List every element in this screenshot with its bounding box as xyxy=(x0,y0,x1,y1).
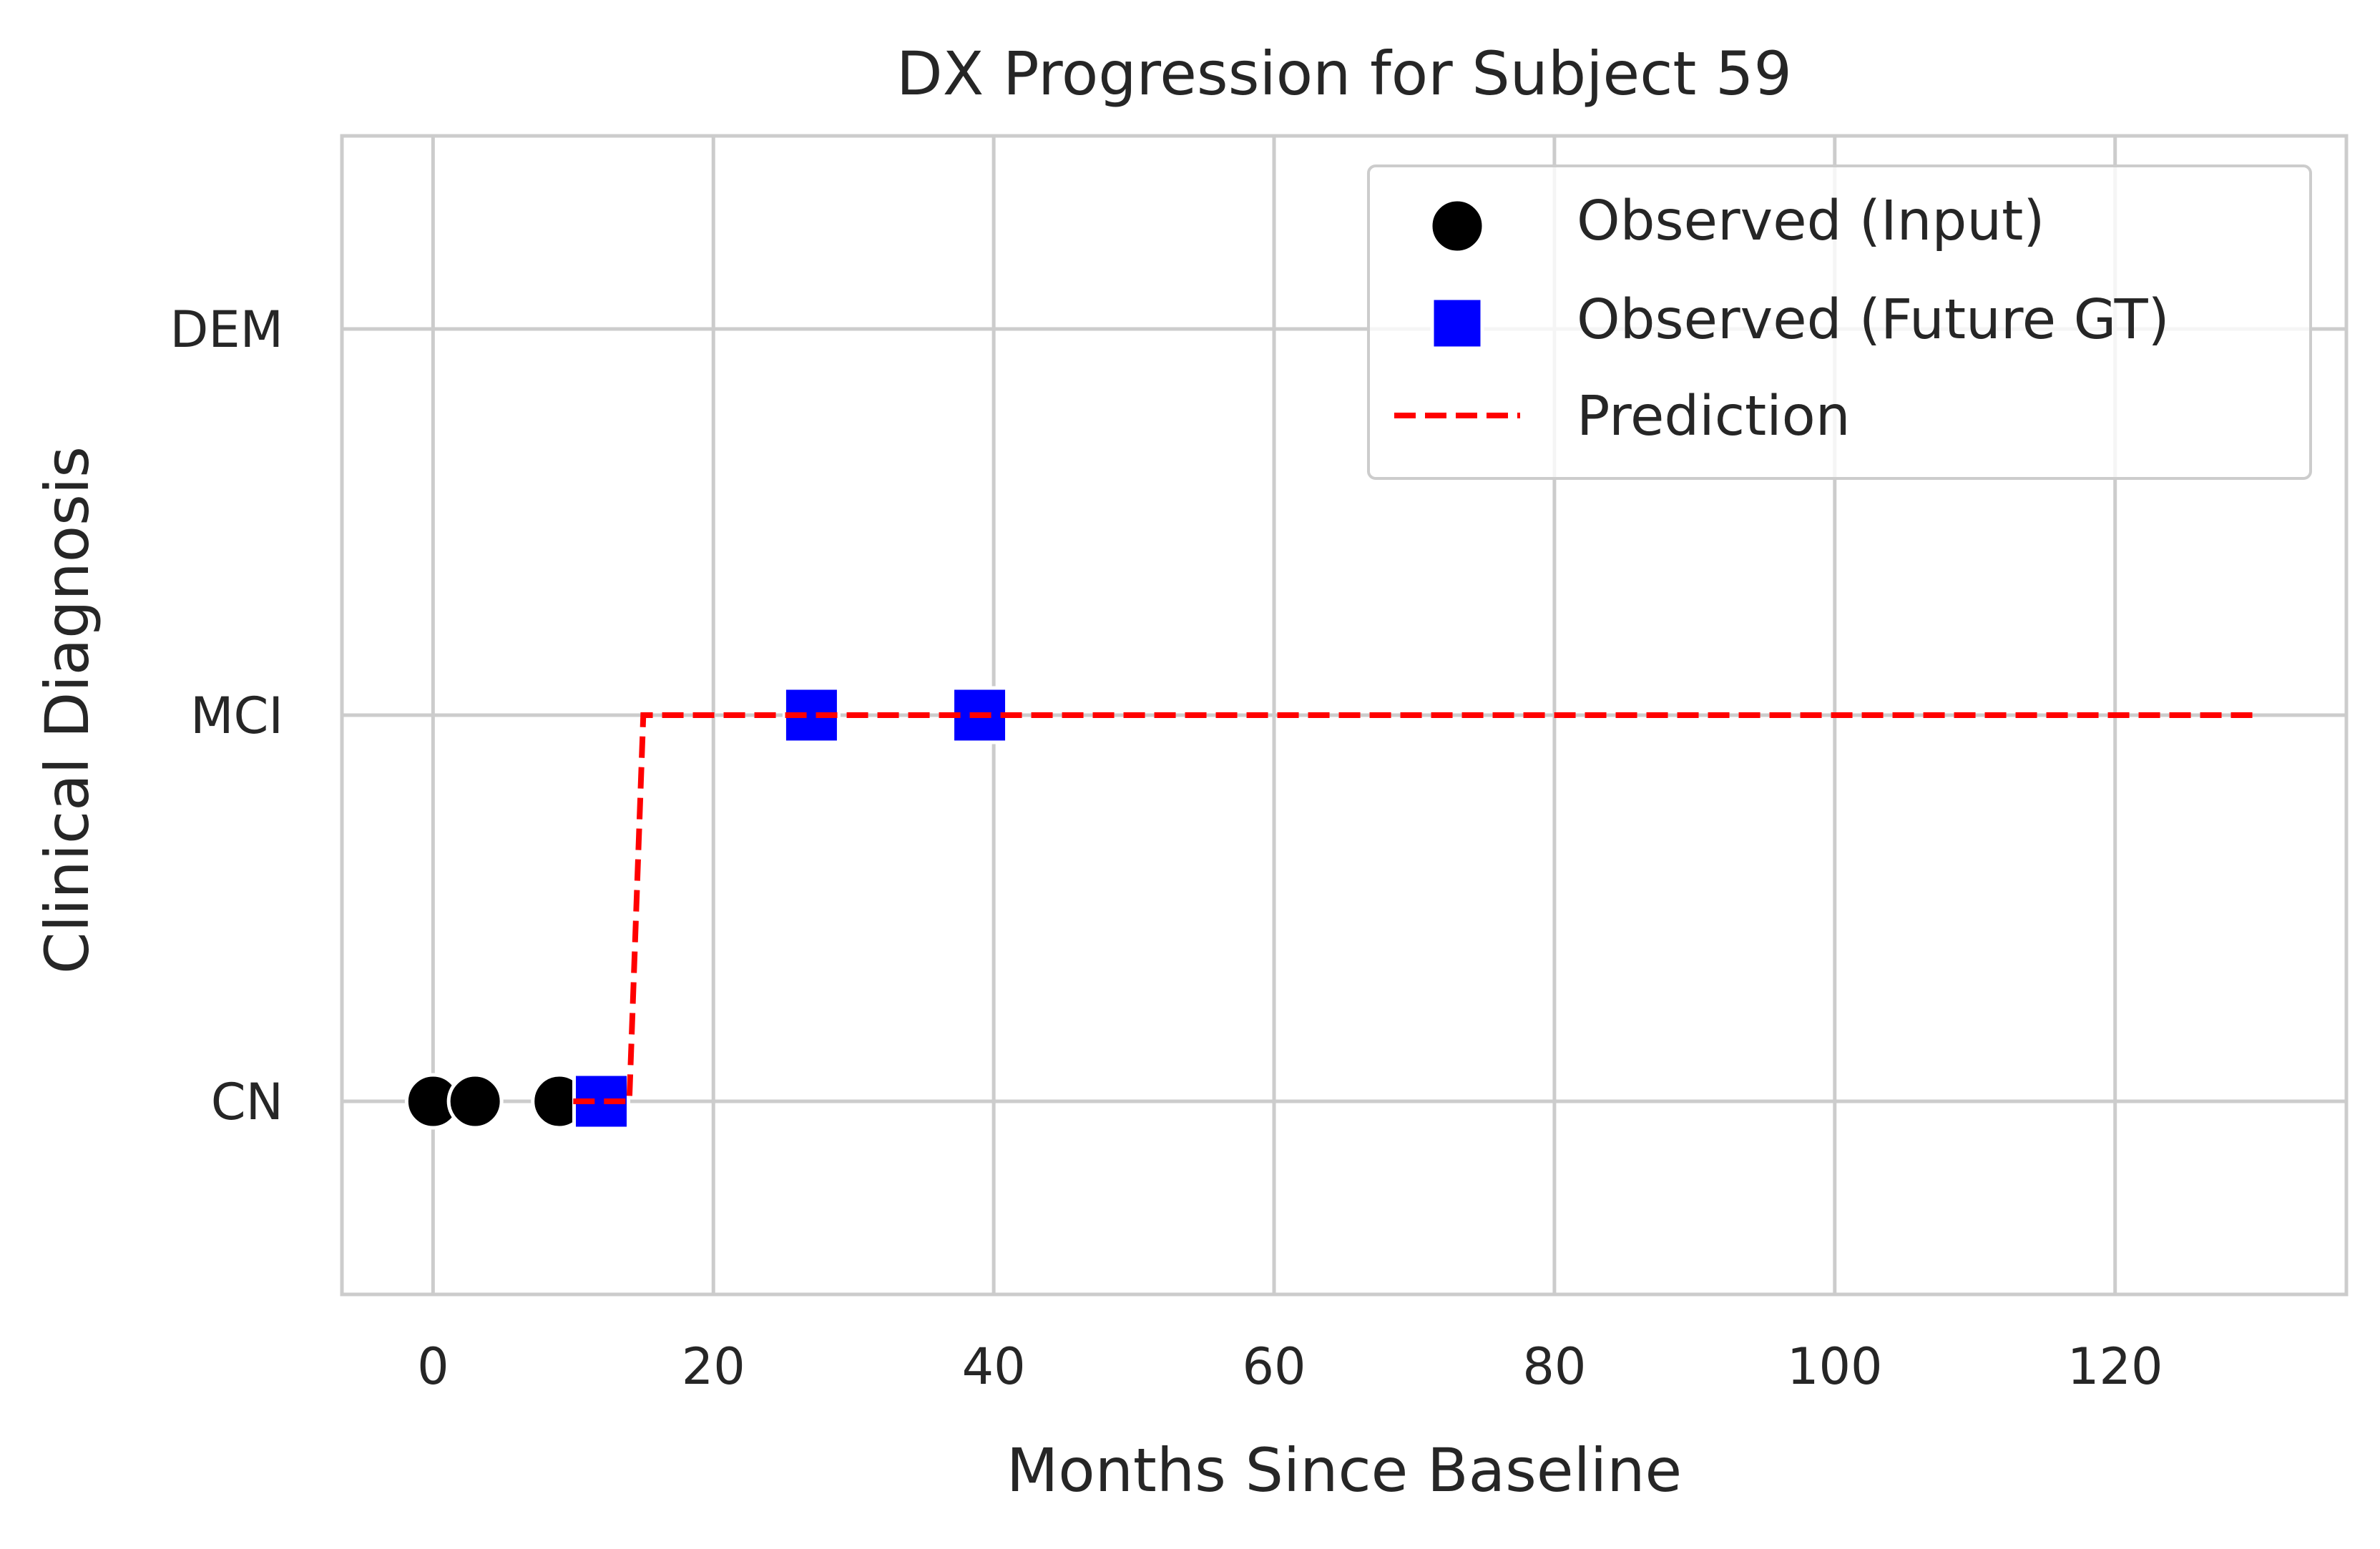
legend-label-observed-input: Observed (Input) xyxy=(1577,190,2044,253)
legend-label-prediction: Prediction xyxy=(1577,385,1851,448)
x-tick-label: 100 xyxy=(1787,1337,1883,1396)
plot-frame xyxy=(340,134,2349,1297)
legend-circle-marker xyxy=(1429,197,1486,255)
x-tick-label: 20 xyxy=(682,1337,745,1396)
legend-label-observed-future-gt: Observed (Future GT) xyxy=(1577,288,2170,352)
chart-title: DX Progression for Subject 59 xyxy=(896,39,1792,109)
y-tick-label: DEM xyxy=(170,300,283,359)
legend-square-marker xyxy=(1430,296,1484,350)
legend: Observed (Input) Observed (Future GT) Pr… xyxy=(1367,164,2312,480)
tick-label-layer: 0 20 40 60 80 100 120 CN MCI DEM xyxy=(170,300,2163,1396)
x-tick-label: 80 xyxy=(1522,1337,1586,1396)
y-axis-label: Clinical Diagnosis xyxy=(32,446,102,974)
y-tick-label: CN xyxy=(211,1073,283,1131)
legend-box xyxy=(1367,164,2312,480)
x-tick-label: 120 xyxy=(2067,1337,2163,1396)
x-tick-label: 0 xyxy=(417,1337,449,1396)
data-layer xyxy=(404,686,2256,1131)
y-tick-label: MCI xyxy=(190,687,283,745)
x-axis-label: Months Since Baseline xyxy=(1007,1435,1682,1505)
x-tick-label: 40 xyxy=(962,1337,1026,1396)
x-tick-label: 60 xyxy=(1242,1337,1306,1396)
prediction-line xyxy=(573,712,2256,1104)
observed-input-point xyxy=(446,1073,504,1130)
